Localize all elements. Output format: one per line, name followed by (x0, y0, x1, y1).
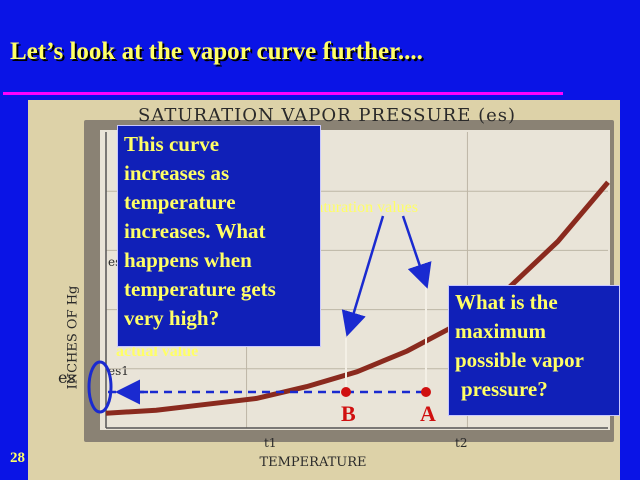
chart-title: SATURATION VAPOR PRESSURE (es) (138, 105, 517, 126)
x-tick-t1: t1 (264, 436, 277, 450)
note-line: maximum (455, 319, 546, 343)
title-underline (3, 92, 563, 95)
note-line: possible vapor (455, 348, 584, 372)
y-axis-symbol: es (58, 368, 76, 387)
x-tick-t2: t2 (455, 436, 468, 450)
note-line: temperature gets (124, 277, 276, 301)
saturation-values-label: saturation values (310, 199, 418, 216)
point-b-marker (341, 387, 351, 397)
note-line: very high? (124, 306, 220, 330)
slide-title: Let’s look at the vapor curve further...… (10, 38, 423, 65)
note-line: temperature (124, 190, 236, 214)
curve-question-note: This curve increases as temperature incr… (117, 125, 321, 347)
point-b-label: B (341, 401, 356, 426)
vapor-curve-line (105, 180, 610, 416)
point-a-marker (421, 387, 431, 397)
note-line: This curve (124, 132, 220, 156)
note-line: increases. What (124, 219, 266, 243)
note-line: happens when (124, 248, 252, 272)
note-line: increases as (124, 161, 230, 185)
slide-number: 28 (10, 450, 25, 466)
y-tick-es1: es1 (108, 364, 129, 378)
point-a-label: A (420, 401, 436, 426)
max-pressure-note: What is the maximum possible vapor press… (448, 285, 620, 416)
x-axis-title: TEMPERATURE (259, 455, 367, 470)
note-line: What is the (455, 290, 558, 314)
saturation-arrow-a (401, 215, 432, 289)
saturation-arrow-b (341, 215, 385, 337)
note-line: pressure? (461, 377, 548, 401)
annotation-overlay (87, 215, 432, 414)
actual-value-circle (87, 360, 113, 414)
actual-value-label: actual value (116, 343, 199, 360)
